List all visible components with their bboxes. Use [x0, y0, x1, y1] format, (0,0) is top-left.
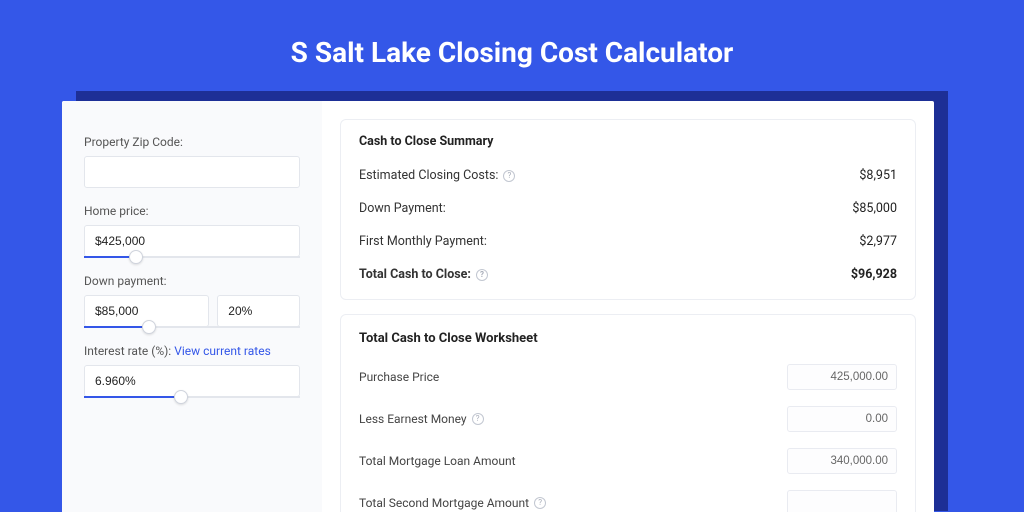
- interest-rate-label-prefix: Interest rate (%):: [84, 344, 174, 358]
- zip-label: Property Zip Code:: [84, 135, 300, 149]
- worksheet-row-input[interactable]: [787, 406, 897, 432]
- summary-total-row: Total Cash to Close: ? $96,928: [359, 258, 897, 291]
- zip-group: Property Zip Code:: [84, 135, 300, 188]
- down-payment-percent-input[interactable]: [217, 295, 300, 327]
- worksheet-card: Total Cash to Close Worksheet Purchase P…: [340, 314, 916, 512]
- worksheet-row-label: Less Earnest Money: [359, 412, 467, 426]
- calculator-card: Property Zip Code: Home price: Down paym…: [62, 101, 934, 512]
- down-payment-group: Down payment:: [84, 274, 300, 328]
- summary-row-value: $85,000: [852, 201, 897, 216]
- help-icon[interactable]: ?: [534, 497, 546, 509]
- worksheet-row-label: Total Mortgage Loan Amount: [359, 454, 516, 468]
- slider-thumb[interactable]: [142, 320, 156, 334]
- view-rates-link[interactable]: View current rates: [174, 344, 271, 358]
- summary-row: First Monthly Payment: $2,977: [359, 225, 897, 258]
- help-icon[interactable]: ?: [476, 269, 488, 281]
- interest-rate-slider[interactable]: [84, 396, 300, 398]
- down-payment-label: Down payment:: [84, 274, 300, 288]
- summary-row: Estimated Closing Costs: ? $8,951: [359, 159, 897, 192]
- home-price-group: Home price:: [84, 204, 300, 258]
- interest-rate-input[interactable]: [84, 365, 300, 397]
- worksheet-row: Less Earnest Money ?: [359, 398, 897, 440]
- worksheet-row: Total Second Mortgage Amount ?: [359, 482, 897, 512]
- interest-rate-label: Interest rate (%): View current rates: [84, 344, 300, 358]
- slider-thumb[interactable]: [174, 390, 188, 404]
- worksheet-row: Total Mortgage Loan Amount: [359, 440, 897, 482]
- help-icon[interactable]: ?: [503, 170, 515, 182]
- home-price-input[interactable]: [84, 225, 300, 257]
- home-price-label: Home price:: [84, 204, 300, 218]
- summary-heading: Cash to Close Summary: [359, 124, 897, 159]
- summary-row-label: Down Payment:: [359, 201, 446, 216]
- summary-row-label: First Monthly Payment:: [359, 234, 487, 249]
- summary-row-label: Estimated Closing Costs:: [359, 168, 498, 183]
- summary-card: Cash to Close Summary Estimated Closing …: [340, 119, 916, 300]
- help-icon[interactable]: ?: [472, 413, 484, 425]
- summary-total-label: Total Cash to Close:: [359, 267, 471, 282]
- worksheet-row-label: Purchase Price: [359, 370, 439, 384]
- worksheet-row-input[interactable]: [787, 490, 897, 512]
- worksheet-row-input[interactable]: [787, 448, 897, 474]
- summary-total-value: $96,928: [851, 267, 897, 282]
- worksheet-heading: Total Cash to Close Worksheet: [359, 319, 897, 356]
- interest-rate-group: Interest rate (%): View current rates: [84, 344, 300, 398]
- worksheet-row: Purchase Price: [359, 356, 897, 398]
- inputs-panel: Property Zip Code: Home price: Down paym…: [62, 101, 322, 512]
- zip-input[interactable]: [84, 156, 300, 188]
- down-payment-slider[interactable]: [84, 326, 300, 328]
- slider-fill: [84, 396, 181, 398]
- summary-row-value: $8,951: [859, 168, 897, 183]
- worksheet-row-input[interactable]: [787, 364, 897, 390]
- page-title: S Salt Lake Closing Cost Calculator: [0, 0, 1024, 91]
- card-shadow: Property Zip Code: Home price: Down paym…: [76, 91, 948, 511]
- summary-row: Down Payment: $85,000: [359, 192, 897, 225]
- slider-fill: [84, 326, 149, 328]
- results-panel: Cash to Close Summary Estimated Closing …: [322, 101, 934, 512]
- slider-thumb[interactable]: [129, 250, 143, 264]
- home-price-slider[interactable]: [84, 256, 300, 258]
- worksheet-row-label: Total Second Mortgage Amount: [359, 496, 529, 510]
- summary-row-value: $2,977: [859, 234, 897, 249]
